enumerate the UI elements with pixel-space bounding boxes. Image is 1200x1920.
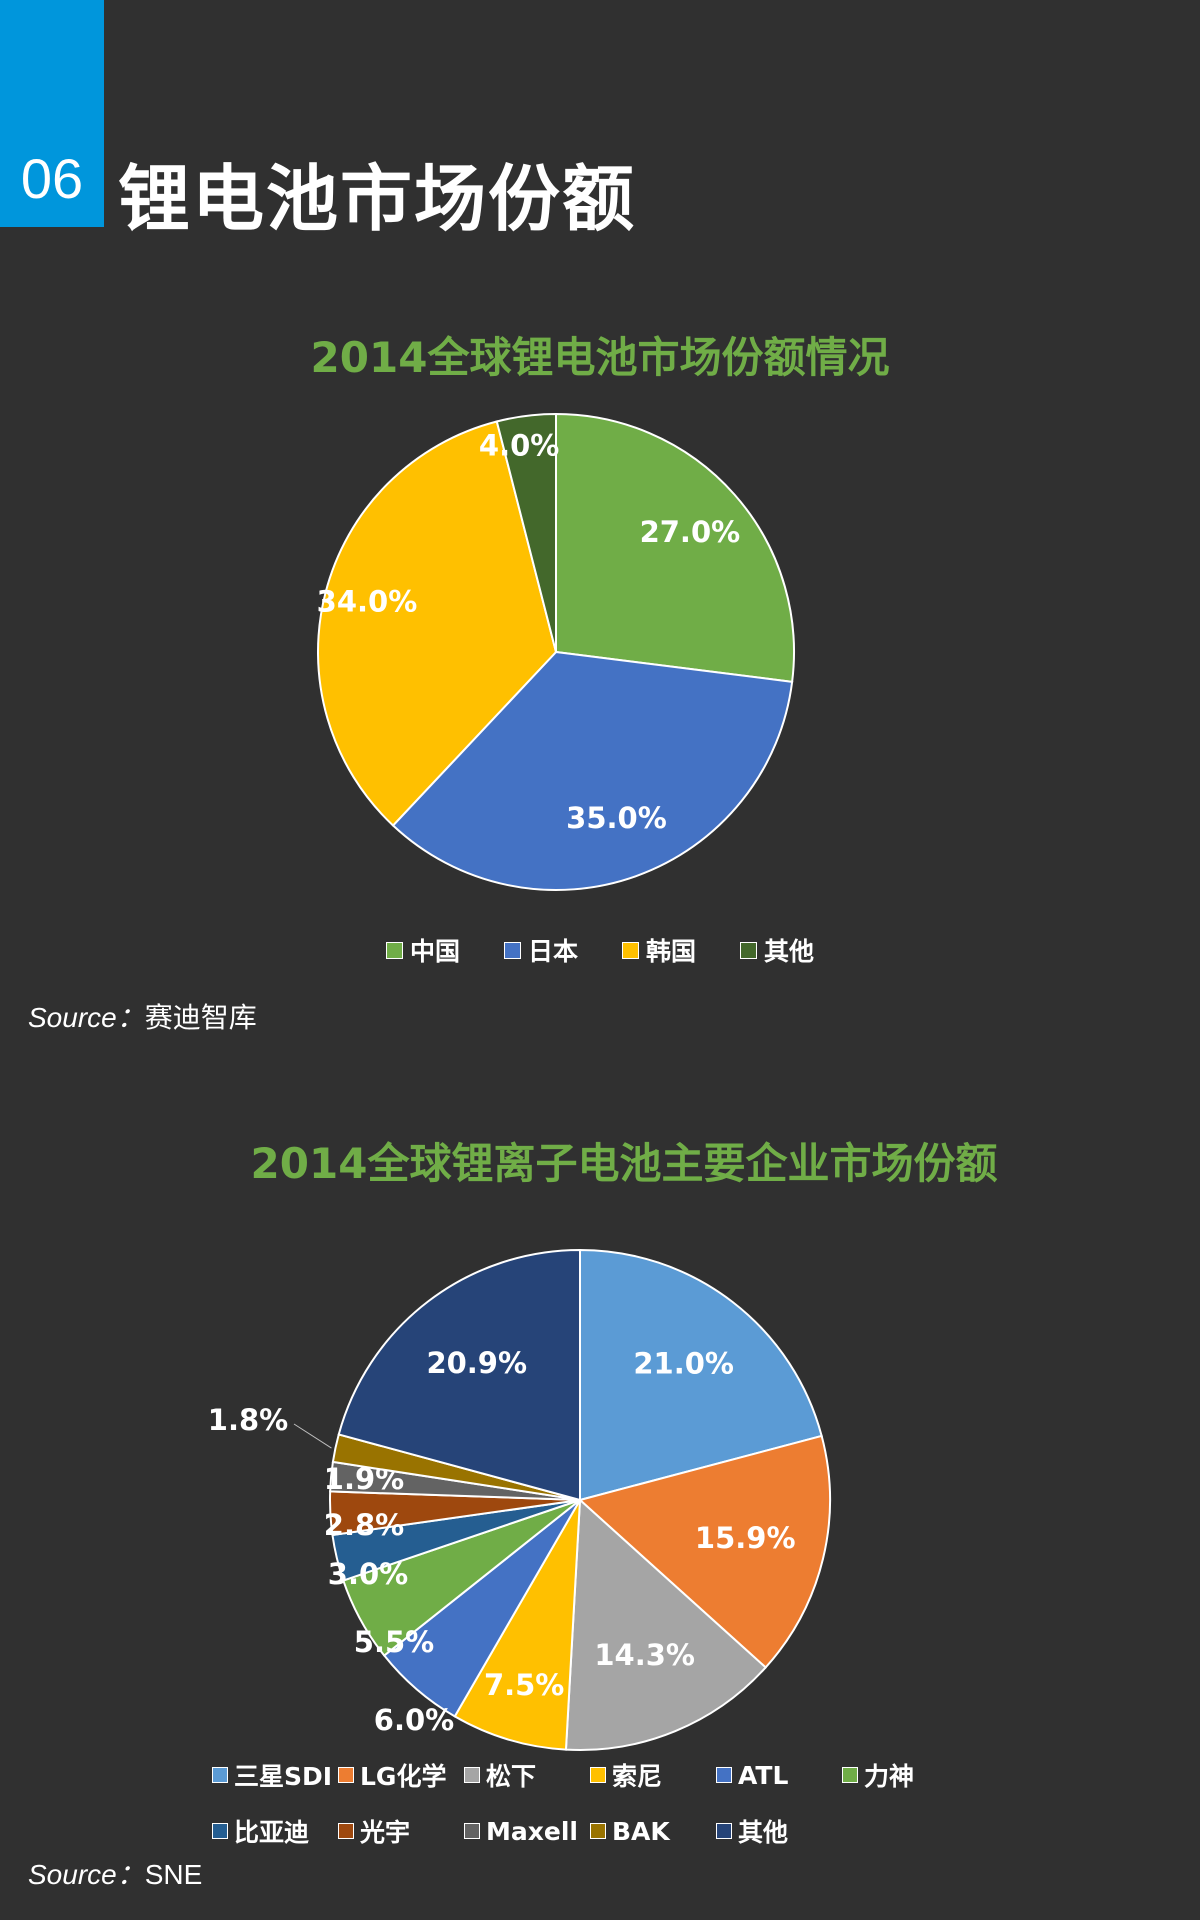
chart2-data-label: 14.3% xyxy=(594,1638,695,1672)
chart2-legend-label: ATL xyxy=(738,1760,789,1790)
source-2: Source：SNE xyxy=(28,1853,202,1893)
chart2-data-label: 7.5% xyxy=(484,1668,564,1702)
chart1-slice-韩国 xyxy=(317,420,558,827)
source-2-value: SNE xyxy=(144,1859,203,1890)
chart2-data-label: 20.9% xyxy=(426,1346,527,1380)
chart1-legend-item: 日本 xyxy=(503,932,578,968)
chart2-legend-label: 三星SDI xyxy=(234,1762,333,1791)
chart2-legend-item: 索尼 xyxy=(590,1757,716,1793)
chart2-legend-swatch xyxy=(716,1767,732,1783)
chart2-legend-label: 松下 xyxy=(486,1762,537,1791)
chart1-legend-label: 韩国 xyxy=(646,937,697,966)
chart1-legend-swatch xyxy=(503,941,521,959)
page-title: 锂电池市场份额 xyxy=(118,157,637,241)
chart1-slice-中国 xyxy=(555,412,795,683)
chart2-pie: 21.0%15.9%14.3%7.5%6.0%5.5%3.0%2.8%1.9%1… xyxy=(208,1248,831,1751)
chart1-legend-label: 其他 xyxy=(764,937,815,966)
chart1-legend-label: 日本 xyxy=(527,937,578,966)
chart2-data-label: 6.0% xyxy=(374,1703,454,1737)
chart2-legend-item: ATL xyxy=(716,1757,842,1793)
chart2-legend-swatch xyxy=(338,1823,354,1839)
chart2-data-label: 2.8% xyxy=(324,1508,404,1542)
chart1-legend-item: 其他 xyxy=(740,932,814,968)
chart2-legend-item: 其他 xyxy=(716,1813,842,1849)
chart2-title: 2014全球锂离子电池主要企业市场份额 xyxy=(250,1139,998,1188)
chart1-data-label: 27.0% xyxy=(640,515,741,549)
chart2-legend-item: 松下 xyxy=(464,1757,590,1793)
chart1-data-label: 35.0% xyxy=(566,801,667,835)
chart2-legend-swatch xyxy=(842,1767,858,1783)
section-number: 06 xyxy=(20,147,84,210)
chart2-legend-item: Maxell xyxy=(464,1813,590,1849)
chart1-legend-swatch xyxy=(622,941,639,959)
chart2-legend-label: 其他 xyxy=(738,1818,789,1847)
chart2-slice-索尼 xyxy=(453,1499,581,1751)
chart1-legend: 中国 日本 韩国 其他 xyxy=(0,932,1200,968)
chart2-legend-label: 比亚迪 xyxy=(234,1818,310,1847)
chart2-data-label: 5.5% xyxy=(354,1625,434,1659)
chart1-pie: 27.0% 35.0% 34.0% 4.0% xyxy=(317,412,795,891)
chart1-legend-item: 韩国 xyxy=(622,932,696,968)
chart2-legend-swatch xyxy=(590,1823,606,1839)
chart2-legend-swatch xyxy=(716,1823,732,1839)
chart2-slice-三星SDI xyxy=(579,1248,823,1502)
chart1-data-label: 34.0% xyxy=(317,584,418,618)
chart2-legend-swatch xyxy=(590,1767,606,1783)
chart2-legend-label: LG化学 xyxy=(360,1762,447,1791)
chart2-legend-swatch xyxy=(464,1823,480,1839)
chart2-data-label: 15.9% xyxy=(695,1521,796,1555)
chart2-legend-item: 比亚迪 xyxy=(212,1813,338,1849)
section-badge: 06 xyxy=(0,0,104,227)
chart1-legend-item: 中国 xyxy=(385,932,460,968)
chart2-legend-item: 力神 xyxy=(842,1757,968,1793)
chart2-slice-LG化学 xyxy=(577,1434,831,1669)
source-1: Source：赛迪智库 xyxy=(28,996,257,1036)
chart2-legend-swatch xyxy=(338,1767,354,1783)
chart2-data-label: 3.0% xyxy=(328,1557,408,1591)
chart1-legend-label: 中国 xyxy=(409,937,460,966)
chart2-legend-swatch xyxy=(464,1767,480,1783)
chart1-slice-日本 xyxy=(391,650,794,891)
chart2-legend: 三星SDI LG化学 松下 索尼 ATL 力神比亚迪 光宇 Maxell BAK 其他 xyxy=(212,1757,972,1849)
chart1-legend-swatch xyxy=(740,941,758,959)
chart2-legend-label: 光宇 xyxy=(360,1818,411,1847)
chart2-legend-label: BAK xyxy=(612,1816,670,1846)
chart1-data-label: 4.0% xyxy=(479,428,559,462)
chart2-slice-其他 xyxy=(337,1248,581,1502)
chart2-data-label: 1.8% xyxy=(208,1403,288,1437)
chart2-legend-item: BAK xyxy=(590,1813,716,1849)
source-1-label: Source： xyxy=(28,1002,145,1033)
chart2-legend-label: Maxell xyxy=(486,1816,578,1846)
chart2-leader-line xyxy=(293,1423,332,1449)
source-1-value: 赛迪智库 xyxy=(144,1002,257,1033)
chart2-legend-swatch xyxy=(212,1823,228,1839)
chart2-legend-item: LG化学 xyxy=(338,1757,464,1793)
chart2-legend-item: 三星SDI xyxy=(212,1757,338,1793)
chart1-slice-其他 xyxy=(495,412,557,653)
chart1-title: 2014全球锂电池市场份额情况 xyxy=(310,333,890,382)
chart2-legend-label: 索尼 xyxy=(612,1762,663,1791)
chart2-data-label: 21.0% xyxy=(633,1346,734,1380)
chart2-legend-item: 光宇 xyxy=(338,1813,464,1849)
chart2-slice-松下 xyxy=(564,1497,768,1751)
chart2-legend-swatch xyxy=(212,1767,228,1783)
source-2-label: Source： xyxy=(28,1859,145,1890)
chart2-legend-label: 力神 xyxy=(864,1762,915,1791)
chart1-legend-swatch xyxy=(385,941,403,959)
